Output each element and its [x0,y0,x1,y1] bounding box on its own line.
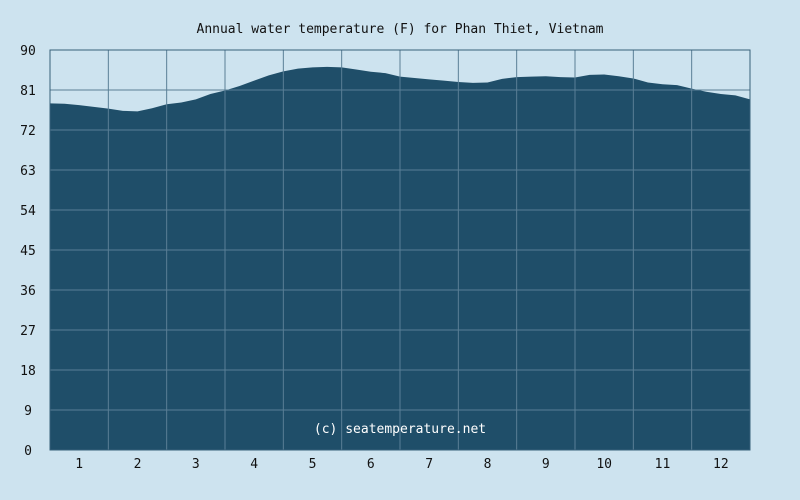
y-tick-label: 0 [24,444,32,459]
x-tick-label: 2 [134,457,142,472]
x-tick-label: 6 [367,457,375,472]
y-tick-label: 54 [20,204,36,219]
x-tick-label: 5 [309,457,317,472]
x-tick-label: 11 [655,457,671,472]
y-tick-label: 72 [20,124,36,139]
plot-border [49,49,751,451]
y-tick-label: 18 [20,364,36,379]
credit-text: (c) seatemperature.net [314,422,486,437]
x-tick-label: 12 [713,457,729,472]
y-tick-label: 36 [20,284,36,299]
y-tick-label: 45 [20,244,36,259]
y-tick-label: 81 [20,84,36,99]
y-tick-label: 63 [20,164,36,179]
x-tick-label: 4 [250,457,258,472]
x-tick-label: 3 [192,457,200,472]
x-tick-label: 9 [542,457,550,472]
x-tick-label: 7 [425,457,433,472]
x-tick-label: 8 [484,457,492,472]
x-tick-label: 10 [596,457,612,472]
chart-title: Annual water temperature (F) for Phan Th… [197,22,604,37]
y-tick-label: 9 [24,404,32,419]
x-tick-label: 1 [75,457,83,472]
y-tick-label: 27 [20,324,36,339]
y-tick-label: 90 [20,44,36,59]
